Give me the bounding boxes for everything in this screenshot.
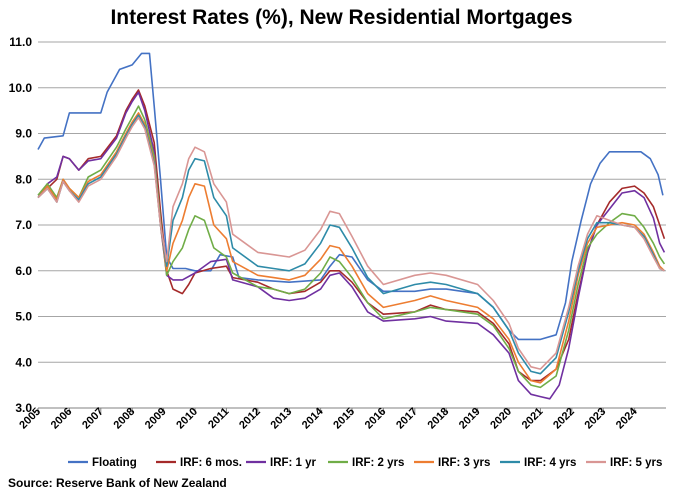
source-note: Source: Reserve Bank of New Zealand (8, 476, 227, 490)
chart-title: Interest Rates (%), New Residential Mort… (110, 6, 573, 29)
y-tick-label: 7.0 (15, 218, 32, 232)
x-tick-label: 2008 (112, 406, 138, 432)
x-tick-label: 2018 (426, 406, 452, 432)
legend-item: IRF: 5 yrs (586, 457, 662, 469)
x-tick-label: 2011 (206, 406, 231, 431)
legend-label: IRF: 1 yr (270, 457, 317, 469)
x-tick-label: 2012 (237, 406, 263, 432)
x-tick-label: 2014 (300, 405, 326, 431)
y-tick-label: 4.0 (15, 355, 32, 369)
x-tick-label: 2024 (614, 405, 640, 431)
x-tick-label: 2019 (457, 406, 483, 432)
legend-item: IRF: 6 mos. (156, 457, 242, 469)
x-tick-label: 2020 (488, 406, 514, 432)
series-line-irf-5-yrs (37, 116, 665, 370)
x-tick-label: 2009 (143, 406, 169, 432)
legend-label: IRF: 2 yrs (352, 457, 404, 469)
y-tick-label: 3.0 (15, 401, 32, 415)
series-line-floating (37, 52, 664, 341)
y-axis-ticks: 3.0 4.0 5.0 6.0 7.0 8.0 9.0 10.0 11.0 (9, 35, 33, 415)
x-tick-label: 2022 (551, 406, 577, 432)
x-tick-label: 2006 (49, 406, 75, 432)
legend-label: Floating (92, 457, 137, 469)
series-line-irf-4-yrs (37, 114, 665, 375)
y-tick-label: 5.0 (15, 310, 32, 324)
series-line-irf-1-yr (37, 91, 666, 400)
legend-item: IRF: 2 yrs (328, 457, 404, 469)
legend-item: IRF: 4 yrs (500, 457, 576, 469)
series-line-irf-2-yrs (37, 105, 666, 389)
x-tick-label: 2015 (331, 406, 357, 432)
legend-label: IRF: 3 yrs (438, 457, 490, 469)
x-tick-label: 2023 (583, 406, 609, 432)
legend-item: IRF: 1 yr (246, 457, 317, 469)
x-axis-ticks: 2005 2006 2007 2008 2009 2010 2011 2012 2013 2014… (17, 405, 640, 431)
y-tick-label: 6.0 (15, 264, 32, 278)
y-tick-label: 10.0 (9, 81, 33, 95)
x-tick-label: 2017 (394, 406, 420, 432)
legend: Floating IRF: 6 mos. IRF: 1 yr IRF: 2 yrs IR… (68, 457, 662, 469)
x-tick-label: 2013 (269, 406, 295, 432)
series-lines (37, 52, 666, 400)
legend-label: IRF: 6 mos. (180, 457, 242, 469)
legend-item: IRF: 3 yrs (414, 457, 490, 469)
legend-label: IRF: 4 yrs (524, 457, 576, 469)
y-tick-label: 8.0 (15, 172, 32, 186)
legend-item: Floating (68, 457, 137, 469)
x-tick-label: 2010 (174, 406, 200, 432)
legend-label: IRF: 5 yrs (610, 457, 662, 469)
x-tick-label: 2007 (80, 406, 106, 432)
y-tick-label: 11.0 (9, 35, 32, 49)
series-line-irf-3-yrs (37, 112, 665, 384)
gridlines (38, 41, 666, 409)
y-tick-label: 9.0 (15, 127, 32, 141)
x-tick-label: 2016 (363, 406, 389, 432)
x-tick-label: 2021 (520, 406, 546, 432)
